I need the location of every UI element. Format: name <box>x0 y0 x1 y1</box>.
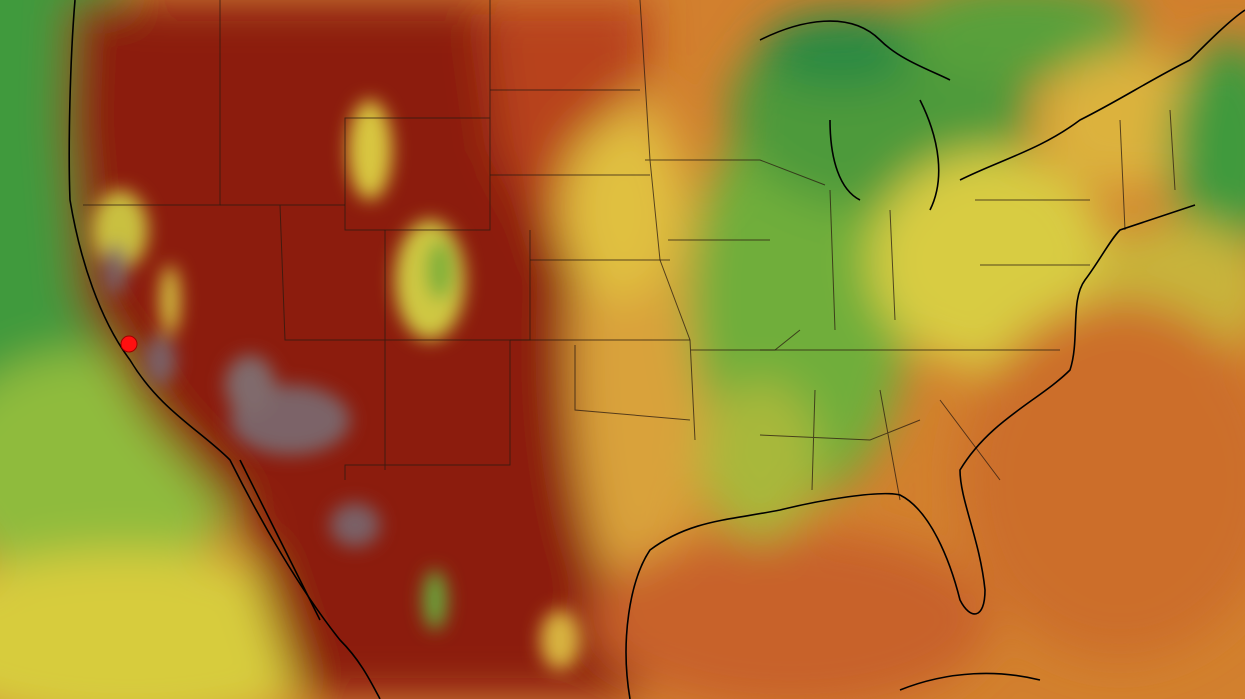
state-border <box>220 204 531 480</box>
state-border <box>344 0 491 231</box>
gulf-warm <box>590 530 990 699</box>
mountain-streak <box>92 190 148 270</box>
lake-shores <box>759 9 1245 211</box>
desert-extreme <box>225 355 275 415</box>
atlantic-gulf-coast <box>625 204 1196 699</box>
state-border <box>639 0 826 441</box>
superior-cold <box>760 10 920 90</box>
mountain-streak <box>348 100 392 200</box>
delta-mild <box>700 380 820 540</box>
desert-extreme <box>103 245 127 295</box>
pacific-coast <box>68 0 381 699</box>
coastlines <box>68 0 1245 699</box>
state-border <box>490 89 691 421</box>
atlantic-cool <box>1170 40 1245 260</box>
mountain-streak <box>540 610 580 670</box>
mountain-streak <box>423 570 447 630</box>
desert-extreme <box>330 503 380 547</box>
plains-mild <box>560 120 680 300</box>
mountain-streak <box>160 265 180 335</box>
cuba-coast <box>899 672 1041 691</box>
east-mild <box>870 150 1110 370</box>
atlantic-warm <box>960 300 1245 660</box>
location-marker <box>120 335 138 353</box>
borders <box>83 0 1176 501</box>
baja-coast <box>239 459 321 621</box>
state-border <box>759 189 1060 501</box>
state-border <box>975 109 1176 266</box>
canada-cool <box>900 0 1140 80</box>
desert-extreme <box>144 335 176 385</box>
mountain-streak <box>426 240 454 300</box>
